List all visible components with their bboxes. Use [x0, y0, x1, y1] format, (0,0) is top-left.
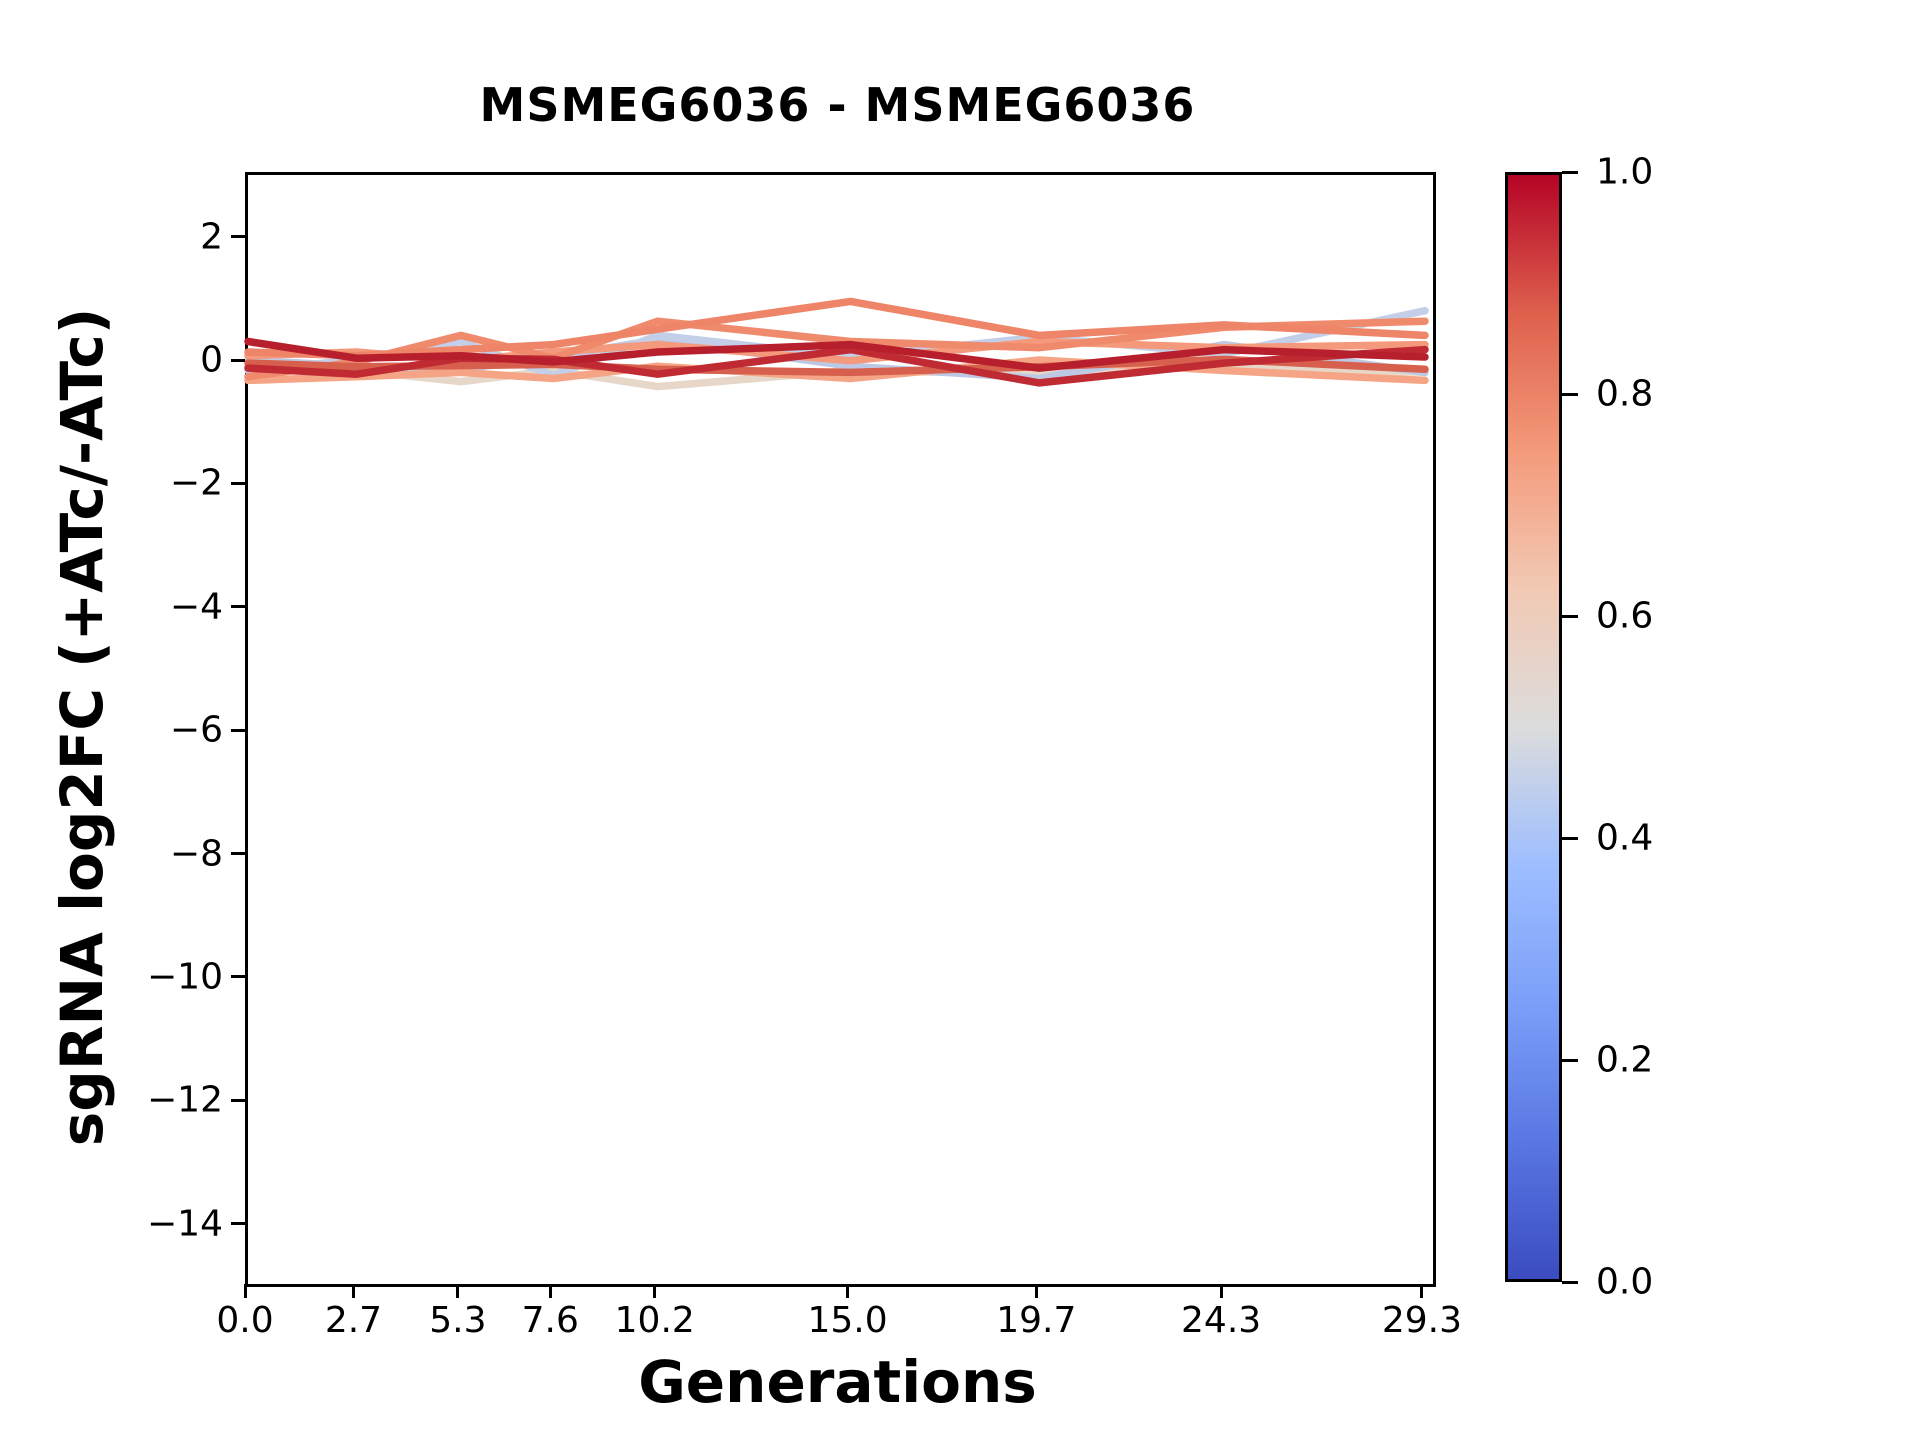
x-tick-mark [846, 1284, 850, 1298]
colorbar-tick-label: 0.8 [1596, 373, 1654, 415]
y-tick-label: −4 [169, 586, 223, 628]
x-tick-label: 19.7 [996, 1300, 1077, 1341]
x-tick-mark [1219, 1284, 1223, 1298]
y-tick-mark [231, 235, 245, 239]
x-tick-label: 10.2 [614, 1300, 695, 1341]
x-tick-label: 15.0 [807, 1300, 888, 1341]
colorbar-tick-label: 0.4 [1596, 817, 1654, 859]
y-tick-mark [231, 728, 245, 732]
y-tick-mark [231, 481, 245, 485]
y-tick-mark [231, 1098, 245, 1102]
colorbar-tick-mark [1562, 392, 1578, 396]
colorbar-tick-label: 0.2 [1596, 1039, 1654, 1081]
y-tick-label: −2 [169, 462, 223, 504]
y-tick-mark [231, 852, 245, 856]
y-tick-label: −6 [169, 709, 223, 751]
colorbar-tick-label: 0.0 [1596, 1261, 1654, 1303]
series-lines [244, 297, 1429, 391]
colorbar-tick-mark [1562, 1280, 1578, 1284]
colorbar-tick-mark [1562, 1058, 1578, 1062]
plot-area [244, 172, 1436, 1287]
colorbar-tick-mark [1562, 614, 1578, 618]
colorbar-tick-mark [1562, 836, 1578, 840]
x-tick-mark [351, 1284, 355, 1298]
x-axis-label: Generations [638, 1348, 1037, 1416]
x-tick-label: 5.3 [429, 1300, 487, 1341]
x-tick-mark [456, 1284, 460, 1298]
x-tick-mark [1420, 1284, 1424, 1298]
colorbar-tick-label: 0.6 [1596, 595, 1654, 637]
x-tick-label: 2.7 [324, 1300, 383, 1341]
chart-title: MSMEG6036 - MSMEG6036 [479, 78, 1196, 132]
x-tick-mark [548, 1284, 552, 1298]
x-tick-label: 29.3 [1381, 1300, 1463, 1341]
y-tick-mark [231, 605, 245, 609]
x-tick-mark [243, 1284, 247, 1298]
colorbar [1505, 172, 1562, 1282]
colorbar-tick-mark [1562, 170, 1578, 174]
y-tick-label: −12 [147, 1079, 223, 1121]
y-tick-mark [231, 975, 245, 979]
series-line-9 [244, 345, 1429, 387]
y-tick-label: 2 [200, 216, 223, 258]
x-tick-label: 24.3 [1181, 1300, 1262, 1341]
series-line-10 [244, 337, 1429, 372]
x-tick-label: 7.6 [521, 1300, 579, 1341]
y-tick-label: −14 [147, 1203, 223, 1245]
y-tick-label: −8 [169, 833, 223, 875]
x-tick-mark [1034, 1284, 1038, 1298]
y-tick-label: 0 [200, 339, 223, 381]
colorbar-tick-label: 1.0 [1596, 151, 1654, 193]
x-tick-mark [653, 1284, 657, 1298]
x-tick-label: 0.0 [216, 1300, 274, 1341]
y-tick-mark [231, 1222, 245, 1226]
y-tick-mark [231, 358, 245, 362]
y-tick-label: −10 [147, 956, 223, 998]
